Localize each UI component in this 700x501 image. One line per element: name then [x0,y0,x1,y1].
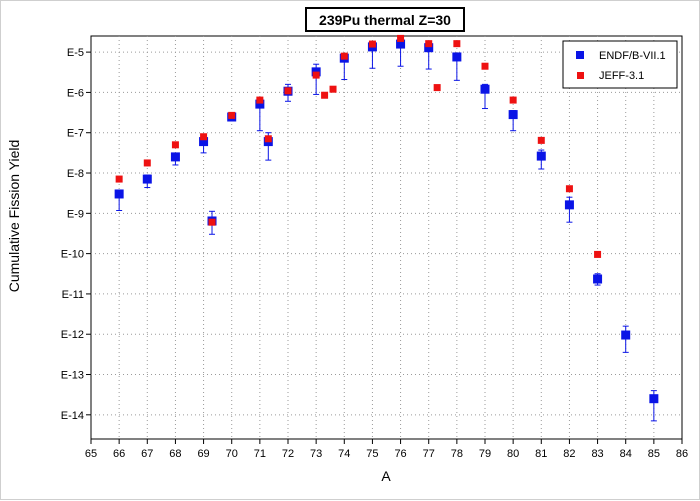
x-tick-label: 74 [338,448,350,460]
x-tick-label: 68 [169,448,181,460]
data-point [453,40,461,48]
data-point [565,185,573,193]
data-point [264,135,272,143]
x-tick-label: 70 [226,448,238,460]
data-point [480,84,490,94]
x-tick-label: 80 [507,448,519,460]
x-tick-label: 77 [423,448,435,460]
title-box [305,7,465,32]
data-point [649,394,659,404]
legend-box [562,40,678,89]
data-point [312,71,320,79]
data-point [536,151,546,161]
x-tick-label: 76 [394,448,406,460]
y-tick-label: E-13 [61,370,84,382]
data-point [537,136,545,144]
data-point [424,43,434,53]
data-point [200,133,208,141]
y-tick-label: E-10 [61,249,84,261]
data-point [228,111,236,119]
data-point [171,141,179,149]
y-tick-label: E-6 [67,87,84,99]
data-point [142,174,152,184]
data-point [321,91,329,99]
x-tick-label: 83 [591,448,603,460]
x-tick-label: 66 [113,448,125,460]
y-tick-label: E-5 [67,47,84,59]
data-point [199,137,209,147]
chart-title: 239Pu thermal Z=30 [319,12,451,28]
legend-label-jeff: JEFF-3.1 [599,70,644,82]
y-axis: E-5 E-6 E-7 E-8 E-9 E-10 E-11 E-12 E-13 E-14 [61,47,91,422]
x-tick-label: 72 [282,448,294,460]
data-point [481,62,489,70]
x-tick-label: 75 [366,448,378,460]
y-tick-label: E-7 [67,128,84,140]
data-point [255,99,265,109]
data-point [593,274,603,284]
data-point [208,218,216,226]
data-point [509,96,517,104]
x-tick-label: 73 [310,448,322,460]
series [114,34,659,404]
data-point [115,175,123,183]
data-point [396,39,406,49]
data-point [340,52,348,60]
data-point [508,110,518,120]
legend-label-endf: ENDF/B-VII.1 [599,50,666,62]
data-point [452,52,462,62]
data-point [433,84,441,92]
y-tick-label: E-11 [62,289,84,301]
y-tick-label: E-14 [61,410,84,422]
x-tick-label: 67 [141,448,153,460]
legend: ENDF/B-VII.1 JEFF-3.1 [562,40,678,89]
data-point [594,250,602,258]
x-tick-label: 71 [254,448,266,460]
x-axis-title: A [381,468,391,484]
y-tick-label: E-8 [67,168,84,180]
data-point [368,40,376,48]
x-tick-label: 69 [197,448,209,460]
data-point [114,189,124,199]
data-point [397,34,405,42]
plot-frame [90,35,683,440]
x-axis: 65 66 67 68 69 70 71 72 73 74 75 76 77 78 79 80 81 82 83 84… [85,439,688,460]
x-tick-label: 82 [563,448,575,460]
data-point [256,96,264,104]
y-axis-title: Cumulative Fission Yield [6,140,22,293]
y-tick-label: E-12 [61,329,84,341]
data-point [284,87,292,95]
x-tick-label: 65 [85,448,97,460]
x-tick-label: 78 [451,448,463,460]
data-point [564,200,574,210]
y-tick-label: E-9 [67,208,84,220]
legend-marker-jeff [577,72,584,79]
data-point [425,40,433,48]
x-tick-label: 85 [648,448,660,460]
legend-marker-endf [576,51,584,59]
x-tick-label: 81 [535,448,547,460]
x-tick-label: 84 [620,448,632,460]
data-point [329,85,337,93]
data-point [170,152,180,162]
x-tick-label: 86 [676,448,688,460]
data-point [621,330,631,340]
x-tick-label: 79 [479,448,491,460]
data-point [143,159,151,167]
